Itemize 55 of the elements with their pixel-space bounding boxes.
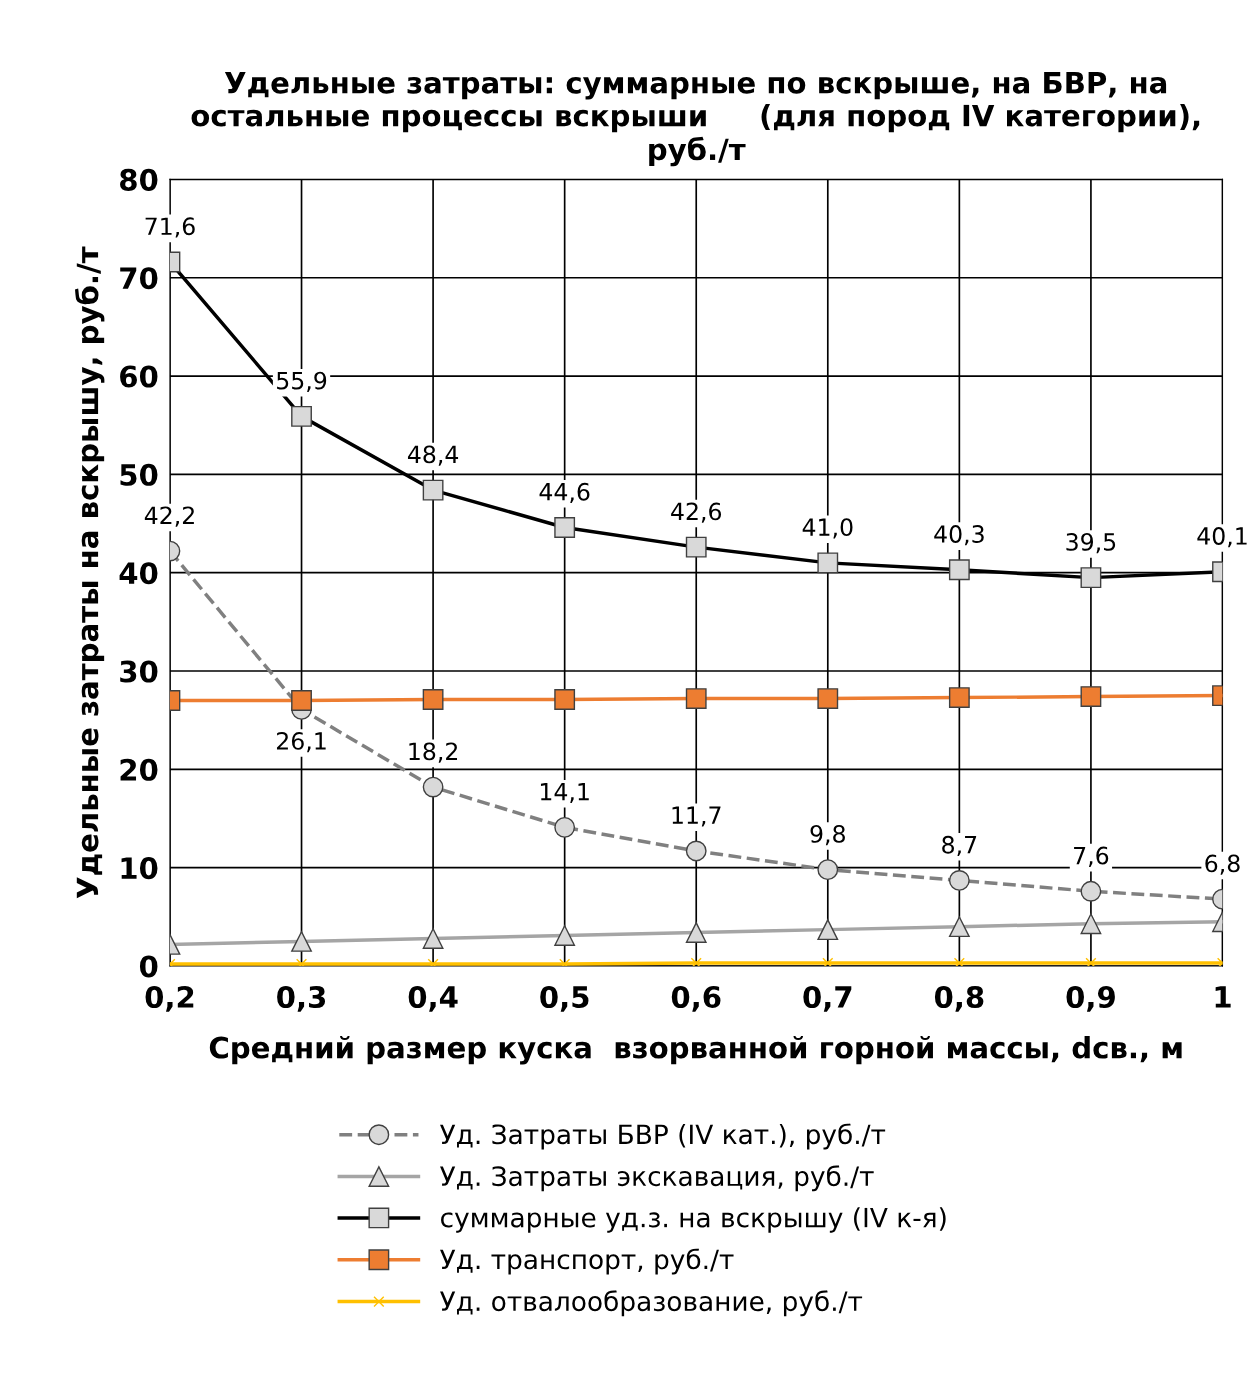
data-label: 11,7	[672, 806, 721, 827]
y-axis-title: Удельные затраты на вскрышу, руб./т	[74, 246, 105, 899]
legend-label: Уд. транспорт, руб./т	[440, 1248, 734, 1275]
data-label: 39,5	[1066, 532, 1116, 554]
data-label: 18,2	[409, 742, 458, 763]
x-tick-label: 0,5	[540, 985, 589, 1012]
y-tick-label: 30	[120, 660, 158, 683]
x-tick-label: 0,8	[934, 985, 984, 1012]
y-tick-label: 10	[121, 857, 158, 880]
data-label: 55,9	[277, 371, 327, 392]
x-tick-label: 0,6	[671, 985, 721, 1012]
point	[817, 688, 839, 709]
y-tick-label: 80	[120, 168, 158, 191]
data-label: 40,1	[1197, 527, 1247, 548]
point	[822, 957, 834, 966]
data-label: 8,7	[942, 835, 977, 857]
data-label: 42,2	[144, 506, 194, 527]
point	[1080, 686, 1102, 708]
legend-label: суммарные уд.з. на вскрышу (IV к-я)	[441, 1207, 946, 1233]
point	[690, 957, 702, 966]
data-label: 44,6	[539, 482, 590, 504]
data-label: 41,0	[802, 518, 853, 539]
y-tick-label: 50	[120, 463, 158, 486]
x-tick-label: 0,7	[803, 985, 852, 1012]
point	[422, 689, 444, 710]
data-label: 14,1	[540, 783, 589, 803]
data-label: 9,8	[810, 824, 845, 846]
legend-label: Уд. отвалообразование, руб./т	[440, 1290, 863, 1317]
x-tick-label: 0,2	[145, 985, 194, 1012]
y-tick-label: 20	[120, 758, 158, 781]
y-tick-label: 0	[139, 955, 158, 978]
x-axis-title: Средний размер куска взорванной горной массы, dсв., м	[209, 1035, 1182, 1065]
x-tick-label: 1	[1215, 986, 1231, 1008]
data-label: 26,1	[276, 732, 326, 753]
y-tick-label: 60	[120, 365, 158, 388]
point	[554, 689, 576, 710]
legend-label: Уд. Затраты БВР (IV кат.), руб./т	[440, 1123, 886, 1150]
point	[953, 957, 965, 966]
legend-label: Уд. Затраты экскавация, руб./т	[440, 1165, 874, 1192]
data-label: 71,6	[145, 217, 195, 238]
data-label: 7,6	[1074, 846, 1109, 867]
chart-title: Удельные затраты: суммарные по вскрыше, на БВР, на остальные процессы вскрыши (для пород IV категории), руб./т	[191, 72, 1200, 167]
point	[948, 687, 970, 708]
data-label: 6,8	[1205, 854, 1240, 875]
y-tick-label: 40	[119, 562, 158, 585]
data-label: 42,6	[671, 502, 722, 523]
point	[291, 690, 312, 711]
x-tick-label: 0,9	[1066, 985, 1115, 1012]
point	[1085, 957, 1097, 966]
data-label: 48,4	[407, 445, 459, 466]
x-tick-label: 0,4	[408, 985, 458, 1012]
point	[685, 688, 707, 709]
x-tick-label: 0,3	[277, 985, 326, 1012]
y-tick-label: 70	[120, 267, 158, 290]
data-label: 40,3	[934, 525, 984, 546]
